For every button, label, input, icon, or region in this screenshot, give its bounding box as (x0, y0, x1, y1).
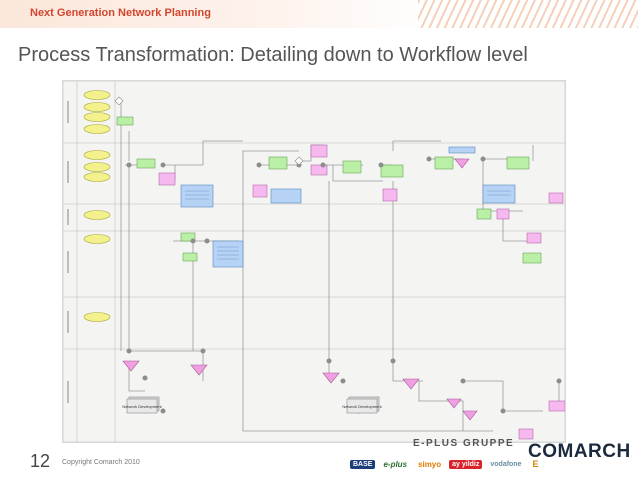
workflow-diagram: Network Development Network Development (62, 80, 566, 443)
brand-logos: BASE e-plus simyo ay yildiz vodafone E (350, 457, 542, 471)
task-boxes-green (116, 116, 542, 264)
connectors (120, 101, 560, 432)
workflow-diagram-svg: Network Development Network Development (63, 81, 565, 442)
brand-base: BASE (350, 459, 376, 469)
decision-diamonds (114, 96, 304, 166)
subprocess-cards (126, 396, 380, 414)
brand-ayyildiz: ay yildiz (449, 459, 483, 469)
brand-e: E (532, 459, 539, 469)
brand-eplus: e-plus (383, 459, 408, 469)
brand-simyo: simyo (418, 459, 442, 469)
page-number: 12 (30, 451, 51, 471)
end-events (122, 158, 478, 421)
start-events (83, 90, 111, 322)
header-band: Next Generation Network Planning (0, 0, 638, 28)
subprocess-label-2: Network Development (342, 404, 382, 409)
header-title: Next Generation Network Planning (30, 7, 211, 19)
comarch-logo: COMARCH (528, 441, 631, 462)
brand-vodafone: vodafone (490, 460, 522, 468)
subprocess-label-1: Network Development (122, 404, 162, 409)
swimlanes (63, 81, 565, 442)
header-stripes (418, 0, 638, 28)
task-boxes-pink (158, 144, 565, 440)
slide-title: Process Transformation: Detailing down t… (18, 44, 528, 66)
copyright-text: Copyright Comarch 2010 (62, 459, 140, 466)
partner-logo: E-PLUS GRUPPE (413, 438, 515, 449)
info-boxes-blue (180, 146, 516, 268)
gateway-nodes (126, 156, 562, 414)
header-gradient (0, 0, 440, 28)
